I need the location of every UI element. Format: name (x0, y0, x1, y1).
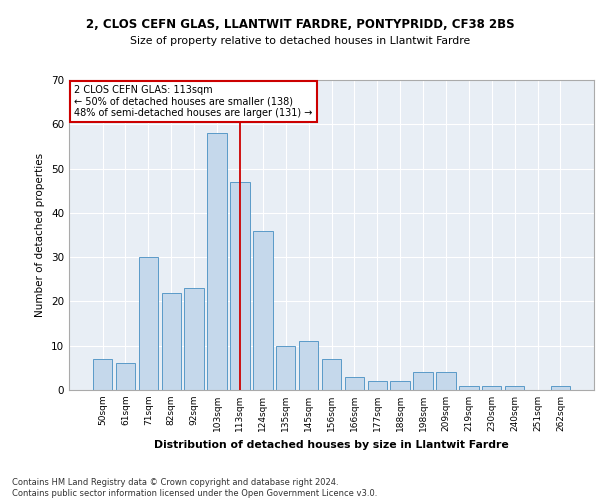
Bar (482, 386, 502, 390)
Bar (299, 342, 319, 390)
Text: 2, CLOS CEFN GLAS, LLANTWIT FARDRE, PONTYPRIDD, CF38 2BS: 2, CLOS CEFN GLAS, LLANTWIT FARDRE, PONT… (86, 18, 514, 30)
Bar (116, 364, 135, 390)
Bar (322, 359, 341, 390)
Text: 2 CLOS CEFN GLAS: 113sqm
← 50% of detached houses are smaller (138)
48% of semi-: 2 CLOS CEFN GLAS: 113sqm ← 50% of detach… (74, 84, 313, 118)
Bar (368, 381, 387, 390)
Text: Contains HM Land Registry data © Crown copyright and database right 2024.
Contai: Contains HM Land Registry data © Crown c… (12, 478, 377, 498)
Bar (230, 182, 250, 390)
Bar (391, 381, 410, 390)
Bar (436, 372, 455, 390)
Bar (139, 257, 158, 390)
Bar (459, 386, 479, 390)
Bar (161, 292, 181, 390)
Bar (93, 359, 112, 390)
Bar (208, 133, 227, 390)
Bar (253, 230, 272, 390)
Bar (276, 346, 295, 390)
Text: Size of property relative to detached houses in Llantwit Fardre: Size of property relative to detached ho… (130, 36, 470, 46)
Y-axis label: Number of detached properties: Number of detached properties (35, 153, 46, 317)
Bar (505, 386, 524, 390)
X-axis label: Distribution of detached houses by size in Llantwit Fardre: Distribution of detached houses by size … (154, 440, 509, 450)
Bar (413, 372, 433, 390)
Bar (344, 376, 364, 390)
Bar (551, 386, 570, 390)
Bar (184, 288, 204, 390)
